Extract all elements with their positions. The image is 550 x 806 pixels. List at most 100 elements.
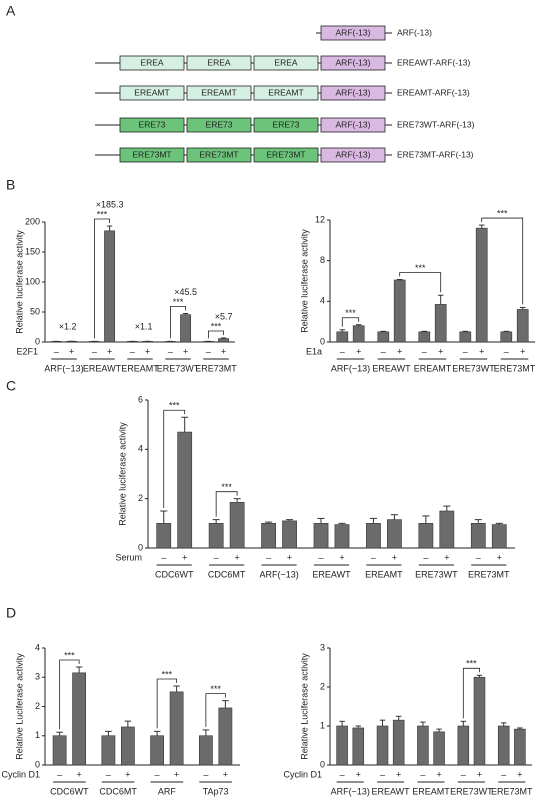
element-label: ERE73MT <box>266 149 305 159</box>
element-label: EREAMT <box>201 87 236 97</box>
significance-label: *** <box>210 684 221 694</box>
construct-name: ARF(-13) <box>397 27 432 37</box>
construct-element <box>119 117 185 133</box>
construct-element <box>320 147 386 163</box>
y-tick-label: 4 <box>35 642 40 652</box>
bar <box>366 523 381 549</box>
significance-bracket <box>462 667 480 719</box>
significance-label: *** <box>64 650 75 660</box>
y-tick-label: 100 <box>25 276 40 286</box>
y-tick-label: 0 <box>138 542 143 552</box>
element-label: ARF(-13) <box>336 57 371 67</box>
condition-tick-label: + <box>76 769 81 779</box>
significance-bracket <box>399 272 442 293</box>
condition-label: Cyclin D1 <box>1 769 40 779</box>
element-label: EREA <box>140 57 163 67</box>
group-label: ERE73MT <box>494 363 536 373</box>
significance-label: *** <box>221 482 232 492</box>
bar <box>475 227 488 343</box>
significance-label: *** <box>345 308 356 318</box>
bar <box>218 707 233 766</box>
element-label: ARF(-13) <box>336 87 371 97</box>
condition-tick-label: + <box>444 552 449 562</box>
group-label: CDC6WT <box>155 569 194 579</box>
y-tick-label: 1 <box>320 720 325 730</box>
condition-tick-label: + <box>497 552 502 562</box>
bar <box>198 735 213 766</box>
construct-element <box>253 85 319 101</box>
bar <box>177 431 193 549</box>
bar <box>104 230 116 343</box>
construct-element <box>320 85 386 101</box>
condition-tick-label: + <box>520 346 525 356</box>
group-label: EREAMT <box>412 786 450 796</box>
condition-label: E2F1 <box>16 346 38 356</box>
construct-element <box>253 117 319 133</box>
condition-tick-label: – <box>203 769 208 779</box>
y-tick-label: 0 <box>320 336 325 346</box>
condition-tick-label: + <box>397 346 402 356</box>
bar <box>336 725 348 766</box>
construct-element <box>119 85 185 101</box>
condition-tick-label: – <box>130 346 135 356</box>
y-tick-label: 200 <box>25 216 40 226</box>
element-label: ARF(-13) <box>336 149 371 159</box>
bar <box>352 325 365 343</box>
element-label: ERE73MT <box>132 149 171 159</box>
construct-element <box>186 55 252 71</box>
condition-label: Serum <box>115 552 142 562</box>
bar <box>500 331 513 343</box>
condition-tick-label: + <box>479 346 484 356</box>
construct-name: ERE73WT-ARF(-13) <box>397 119 475 129</box>
group-label: TAp73 <box>203 786 229 796</box>
y-tick-label: 12 <box>315 214 325 224</box>
condition-tick-label: – <box>214 552 219 562</box>
condition-tick-label: + <box>221 346 226 356</box>
condition-tick-label: – <box>461 769 466 779</box>
y-tick-label: 0 <box>35 336 40 346</box>
bar <box>433 731 445 766</box>
significance-bracket <box>341 317 360 327</box>
condition-tick-label: – <box>54 346 59 356</box>
construct-element <box>320 117 386 133</box>
bar <box>457 725 470 766</box>
y-axis-label: Relative luciferase activity <box>299 229 309 333</box>
bar <box>439 510 455 549</box>
condition-tick-label: – <box>155 769 160 779</box>
group-label: ERE73MT <box>195 363 237 373</box>
bar <box>282 520 297 549</box>
significance-label: *** <box>169 401 180 411</box>
fold-label: ×1.2 <box>59 322 77 332</box>
condition-tick-label: – <box>168 346 173 356</box>
bar <box>229 502 245 549</box>
bar <box>514 728 526 766</box>
condition-tick-label: + <box>69 346 74 356</box>
fold-label: ×45.5 <box>174 287 197 297</box>
construct-element <box>119 147 185 163</box>
bar <box>150 735 165 766</box>
condition-tick-label: – <box>380 769 385 779</box>
condition-tick-label: + <box>125 769 130 779</box>
condition-tick-label: – <box>422 346 427 356</box>
group-label: ARF(−13) <box>44 363 83 373</box>
fold-label: ×185.3 <box>96 199 124 209</box>
condition-tick-label: + <box>477 769 482 779</box>
group-label: CDC6WT <box>50 786 89 796</box>
condition-tick-label: – <box>206 346 211 356</box>
bar <box>208 523 224 549</box>
significance-label: *** <box>97 209 108 219</box>
significance-bracket <box>94 218 110 339</box>
significance-bracket <box>481 217 524 305</box>
construct-element <box>320 25 386 41</box>
y-tick-label: 4 <box>138 444 143 454</box>
y-tick-label: 0 <box>35 759 40 769</box>
construct-element <box>186 85 252 101</box>
element-label: ERE73 <box>206 119 233 129</box>
y-tick-label: 2 <box>35 701 40 711</box>
condition-tick-label: – <box>57 769 62 779</box>
group-label: EREAWT <box>83 363 122 373</box>
y-tick-label: 50 <box>30 306 40 316</box>
condition-tick-label: + <box>182 552 187 562</box>
condition-tick-label: + <box>223 769 228 779</box>
